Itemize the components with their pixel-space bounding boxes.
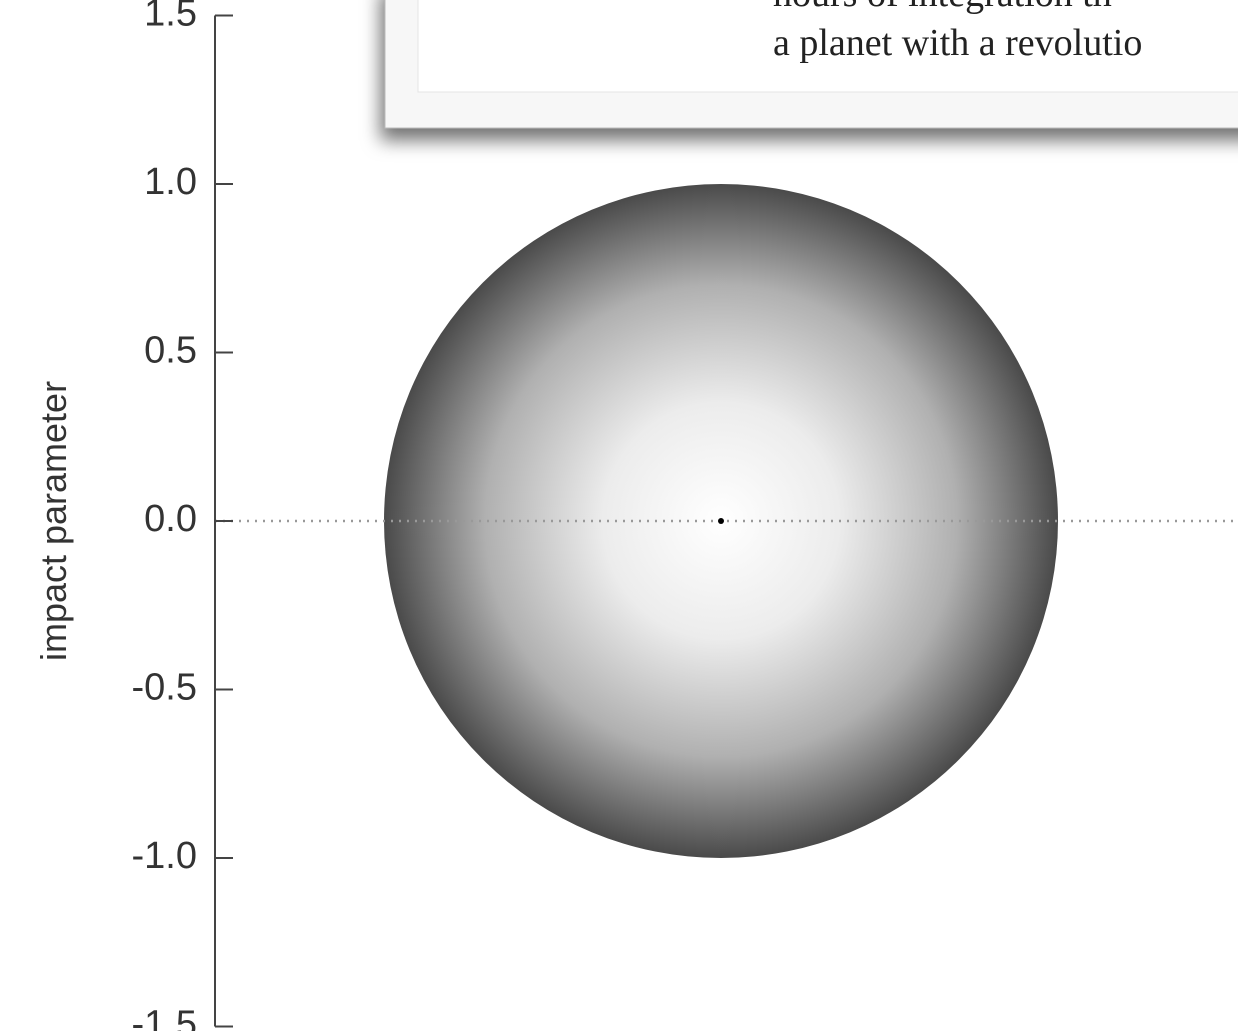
y-axis-label: impact parameter xyxy=(33,381,74,661)
y-tick-label: 1.5 xyxy=(144,0,197,35)
y-tick-label: -0.5 xyxy=(132,667,197,709)
screen: 1.5 1.0 0.5 0.0 -0.5 -1.0 -1.5 impact parameter… xyxy=(0,0,1238,1031)
plot: 1.5 1.0 0.5 0.0 -0.5 -1.0 -1.5 impact parameter xyxy=(33,0,1238,1031)
popup: hours of integration th a planet with a … xyxy=(385,0,1238,128)
popup-text: a planet with a revolutio xyxy=(773,22,1142,64)
y-tick-label: 0.5 xyxy=(144,330,197,372)
page: 1.5 1.0 0.5 0.0 -0.5 -1.0 -1.5 impact parameter… xyxy=(0,0,1238,1031)
popup-text: hours of integration th xyxy=(773,0,1112,15)
y-tick-label: -1.5 xyxy=(132,1004,197,1031)
planet xyxy=(718,518,724,524)
y-tick-label: 1.0 xyxy=(144,161,197,203)
y-tick-label: -1.0 xyxy=(132,835,197,877)
y-tick-label: 0.0 xyxy=(144,498,197,540)
